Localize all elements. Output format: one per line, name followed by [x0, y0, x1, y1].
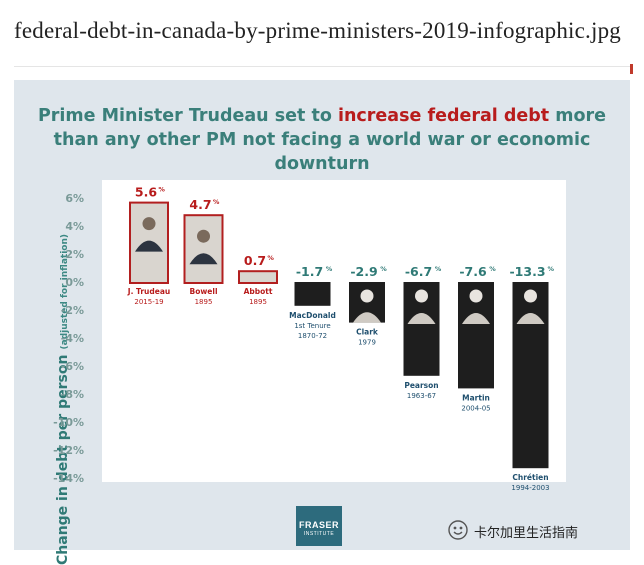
bar-name-label: J. Trudeau	[127, 287, 170, 296]
y-tick-label: 6%	[65, 192, 84, 205]
logo-line2: INSTITUTE	[303, 531, 335, 537]
y-tick-label: -14%	[53, 472, 84, 485]
bar-term-label: 1963-67	[407, 392, 436, 400]
bar-term-label: 1895	[195, 298, 213, 306]
headline-highlight: increase federal debt	[337, 106, 550, 126]
bar-name-label: Clark	[356, 328, 379, 337]
portrait-shoulders	[407, 313, 436, 324]
portrait-shoulders	[135, 240, 163, 252]
bar-term-label: 1st Tenure	[294, 322, 330, 330]
file-title: federal-debt-in-canada-by-prime-minister…	[14, 18, 621, 43]
portrait-head	[469, 289, 483, 303]
portrait-shoulders	[516, 313, 545, 324]
portrait-head	[142, 217, 156, 231]
bar-name-label: Abbott	[244, 287, 273, 296]
bar-name-label: Martin	[462, 393, 490, 402]
bar-value-unit: %	[435, 265, 442, 273]
bar-value-label: 0.7	[244, 253, 266, 268]
portrait-shoulders	[353, 312, 381, 323]
bar-name-label: MacDonald	[289, 311, 336, 320]
bar	[294, 282, 331, 306]
bar-name-label: Bowell	[189, 287, 217, 296]
bar-value-label: 4.7	[189, 197, 211, 212]
headline-post: more than any other PM not facing a worl…	[53, 106, 607, 174]
portrait-shoulders	[189, 253, 218, 265]
bar-term-label: 1979	[358, 339, 376, 347]
bar-value-label: 5.6	[135, 185, 157, 200]
bar-value-unit: %	[489, 265, 496, 273]
y-tick-label: -4%	[61, 332, 84, 345]
portrait-head	[197, 229, 210, 243]
y-tick-label: -12%	[53, 444, 84, 457]
bar-term-label: 1994-2003	[511, 484, 549, 492]
bar-value-label: -7.6	[459, 264, 487, 279]
bar-value-unit: %	[213, 198, 220, 206]
bar-name-label: Chrétien	[512, 473, 548, 482]
headline-pre: Prime Minister Trudeau set to	[37, 106, 338, 126]
fraser-logo: FRASER INSTITUTE	[296, 506, 342, 546]
accent-mark	[630, 64, 633, 74]
bar-term-label: 1895	[249, 298, 267, 306]
portrait-head	[415, 289, 428, 303]
infographic: Prime Minister Trudeau set to increase f…	[14, 80, 630, 565]
y-tick-label: 2%	[65, 248, 84, 261]
headline: Prime Minister Trudeau set to increase f…	[14, 104, 630, 176]
bar-term-label: 2015-19	[134, 298, 163, 306]
y-tick-label: 0%	[65, 276, 84, 289]
bar-value-label: -6.7	[405, 264, 432, 279]
y-tick-label: -8%	[61, 388, 84, 401]
bar	[240, 272, 276, 282]
bar-value-unit: %	[158, 186, 165, 194]
bar-chart: 6% 4% 2% 0% -2% -4% -6% -8% -10% -12% -14% 5.6 % J. T…	[53, 185, 555, 493]
y-tick-label: -10%	[53, 416, 84, 429]
watermark-text: 卡尔加里生活指南	[474, 526, 579, 541]
bar-value-unit: %	[380, 265, 387, 273]
wechat-icon	[448, 520, 468, 540]
bar-value-label: -13.3	[509, 264, 545, 279]
logo-line1: FRASER	[298, 520, 339, 530]
bar	[185, 216, 222, 282]
portrait-head	[524, 289, 537, 303]
bar-value-unit: %	[548, 265, 555, 273]
y-tick-label: 4%	[65, 220, 84, 233]
bar-term-label: 2004-05	[461, 404, 490, 412]
bar	[512, 282, 549, 469]
bar-value-unit: %	[267, 254, 274, 262]
bar-name-label: Pearson	[404, 381, 438, 390]
bar-value-label: -1.7	[296, 264, 323, 279]
y-tick-label: -6%	[61, 360, 84, 373]
portrait-head	[360, 289, 374, 303]
y-tick-label: -2%	[61, 304, 84, 317]
portrait-shoulders	[462, 313, 490, 324]
divider	[14, 66, 630, 67]
bar-term-label: 1870-72	[298, 332, 327, 340]
bar-value-label: -2.9	[350, 264, 377, 279]
bar-value-unit: %	[326, 265, 333, 273]
